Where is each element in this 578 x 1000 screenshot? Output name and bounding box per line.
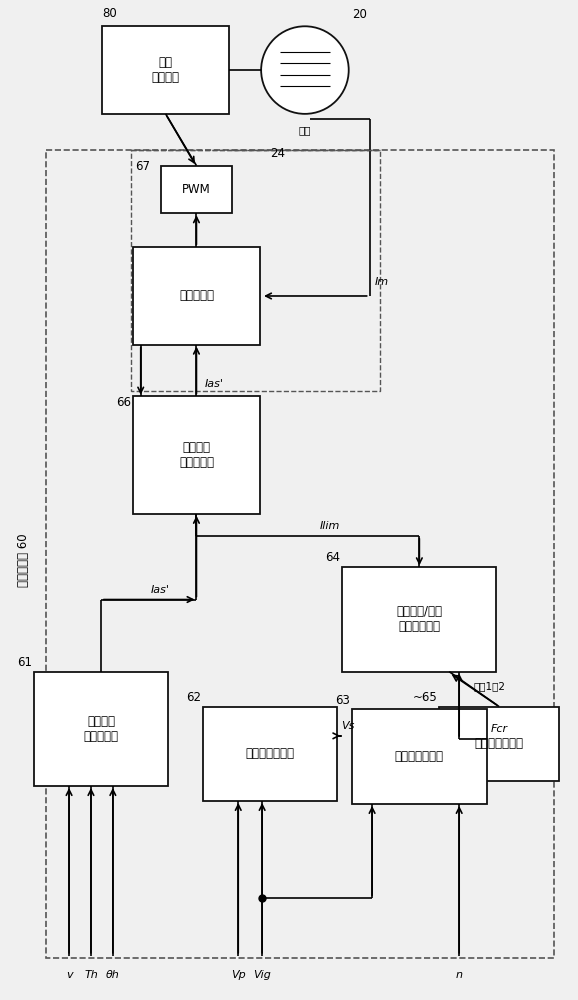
Text: 反馈控制部: 反馈控制部: [179, 289, 214, 302]
Bar: [161, 166, 232, 213]
Text: 80: 80: [102, 7, 117, 20]
Text: n: n: [455, 970, 462, 980]
Text: 63: 63: [335, 694, 350, 707]
Bar: [133, 396, 260, 514]
Text: 电机: 电机: [299, 125, 311, 135]
Text: Vs: Vs: [341, 721, 355, 731]
Text: 电机控制部 60: 电机控制部 60: [17, 533, 30, 587]
Bar: [133, 247, 260, 345]
Text: Ias': Ias': [205, 379, 223, 389]
Text: v: v: [66, 970, 72, 980]
Text: 64: 64: [325, 551, 340, 564]
Bar: [34, 672, 168, 786]
Text: Im: Im: [375, 277, 389, 287]
Bar: [439, 707, 559, 781]
Text: 电机
驱动电路: 电机 驱动电路: [151, 56, 180, 84]
Text: 67: 67: [135, 160, 150, 173]
Text: Ilim: Ilim: [320, 521, 340, 531]
Text: 基准电压计算部: 基准电压计算部: [246, 747, 295, 760]
Circle shape: [261, 26, 349, 114]
Text: 20: 20: [351, 8, 366, 21]
Text: 特性选择/电流
上限值计算部: 特性选择/电流 上限值计算部: [397, 605, 442, 633]
Text: Fcr: Fcr: [491, 724, 507, 734]
Text: 起转状态推定部: 起转状态推定部: [395, 750, 444, 763]
Text: 映射1、2: 映射1、2: [473, 682, 505, 692]
Text: PWM: PWM: [182, 183, 211, 196]
Text: 66: 66: [116, 396, 131, 409]
Bar: [102, 26, 229, 114]
Text: Ias': Ias': [151, 585, 169, 595]
Text: θh: θh: [106, 970, 120, 980]
Bar: [131, 150, 380, 391]
Bar: [203, 707, 338, 801]
Text: 62: 62: [186, 691, 201, 704]
Bar: [352, 709, 487, 804]
Text: ~65: ~65: [413, 691, 438, 704]
Text: 24: 24: [270, 147, 285, 160]
Text: Vig: Vig: [253, 970, 271, 980]
Bar: [46, 150, 554, 958]
Text: 目标辅助
电流计算部: 目标辅助 电流计算部: [179, 441, 214, 469]
Text: 临时辅助
电流计算部: 临时辅助 电流计算部: [83, 715, 118, 743]
Text: Th: Th: [84, 970, 98, 980]
Text: 上限特性存储部: 上限特性存储部: [475, 737, 524, 750]
Text: 61: 61: [17, 656, 32, 669]
Text: Vp: Vp: [231, 970, 246, 980]
Bar: [342, 567, 497, 672]
